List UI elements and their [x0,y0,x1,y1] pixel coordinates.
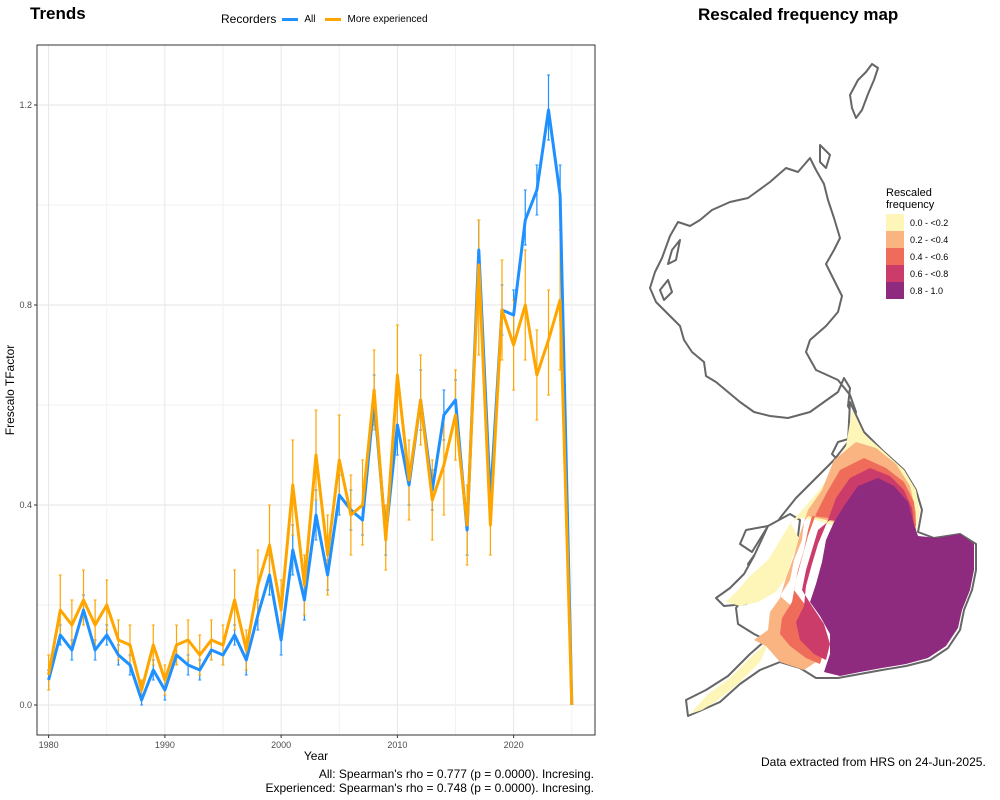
map-legend-item: 0.2 - <0.4 [886,231,948,248]
legend-label-all: All [304,13,316,25]
series-line-all [47,108,574,706]
map-legend-label: 0.0 - <0.2 [910,217,949,228]
legend-label-experienced: More experienced [347,13,428,25]
y-tick-label: 0.0 [19,700,32,710]
map-legend-label: 0.4 - <0.6 [910,251,949,262]
stats-line-all: All: Spearman's rho = 0.777 (p = 0.0000)… [318,767,594,781]
chart-legend: Recorders All More experienced [221,12,438,26]
y-axis-label: Frescalo TFactor [3,345,17,435]
map-legend-swatch [886,282,904,299]
freq-band-4 [810,478,974,676]
trends-chart: 0.0 0.4 0.8 1.2 1980 1990 2000 2010 2020 Year Fr… [3,44,596,763]
map-title: Rescaled frequency map [698,5,899,24]
map-legend-item: 0.0 - <0.2 [886,214,948,231]
map-legend-title: Rescaled frequency [886,187,935,211]
x-tick-label: 2020 [504,740,524,750]
map-legend-item: 0.6 - <0.8 [886,265,948,282]
frequency-map [649,63,977,717]
map-legend-item: 0.4 - <0.6 [886,248,948,265]
x-axis-label: Year [304,749,328,763]
map-legend-swatch [886,214,904,231]
trends-title: Trends [30,4,86,23]
y-tick-label: 0.4 [19,500,32,510]
x-tick-label: 2000 [271,740,291,750]
plot-frame [36,44,596,736]
map-legend-item: 0.8 - 1.0 [886,282,948,299]
y-tick-label: 0.8 [19,300,32,310]
map-legend-swatch [886,248,904,265]
y-tick-label: 1.2 [19,100,32,110]
x-tick-label: 2010 [387,740,407,750]
x-tick-label: 1990 [155,740,175,750]
stats-line-experienced: Experienced: Spearman's rho = 0.748 (p =… [265,781,595,795]
scotland-outline [649,63,879,463]
map-legend-label: 0.2 - <0.4 [910,234,949,245]
data-source-note: Data extracted from HRS on 24-Jun-2025. [761,755,986,769]
legend-swatch-experienced [325,17,342,21]
map-legend-label: 0.6 - <0.8 [910,268,949,279]
map-legend: Rescaled frequency 0.0 - <0.2 0.2 - <0.4… [886,187,948,299]
map-legend-label: 0.8 - 1.0 [910,285,944,296]
freq-band-0-south [690,640,770,714]
legend-title: Recorders [221,12,277,26]
legend-swatch-all [282,17,299,21]
series-line-experienced [47,263,574,706]
spearman-stats: All: Spearman's rho = 0.777 (p = 0.0000)… [266,767,595,795]
map-legend-swatch [886,231,904,248]
map-legend-swatch [886,265,904,282]
x-tick-label: 1980 [39,740,59,750]
